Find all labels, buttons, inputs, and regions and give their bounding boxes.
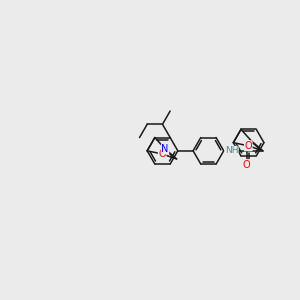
Text: O: O: [243, 160, 250, 170]
Text: O: O: [244, 141, 252, 151]
Text: O: O: [158, 149, 166, 159]
Text: N: N: [161, 144, 169, 154]
Text: NH: NH: [225, 146, 238, 155]
